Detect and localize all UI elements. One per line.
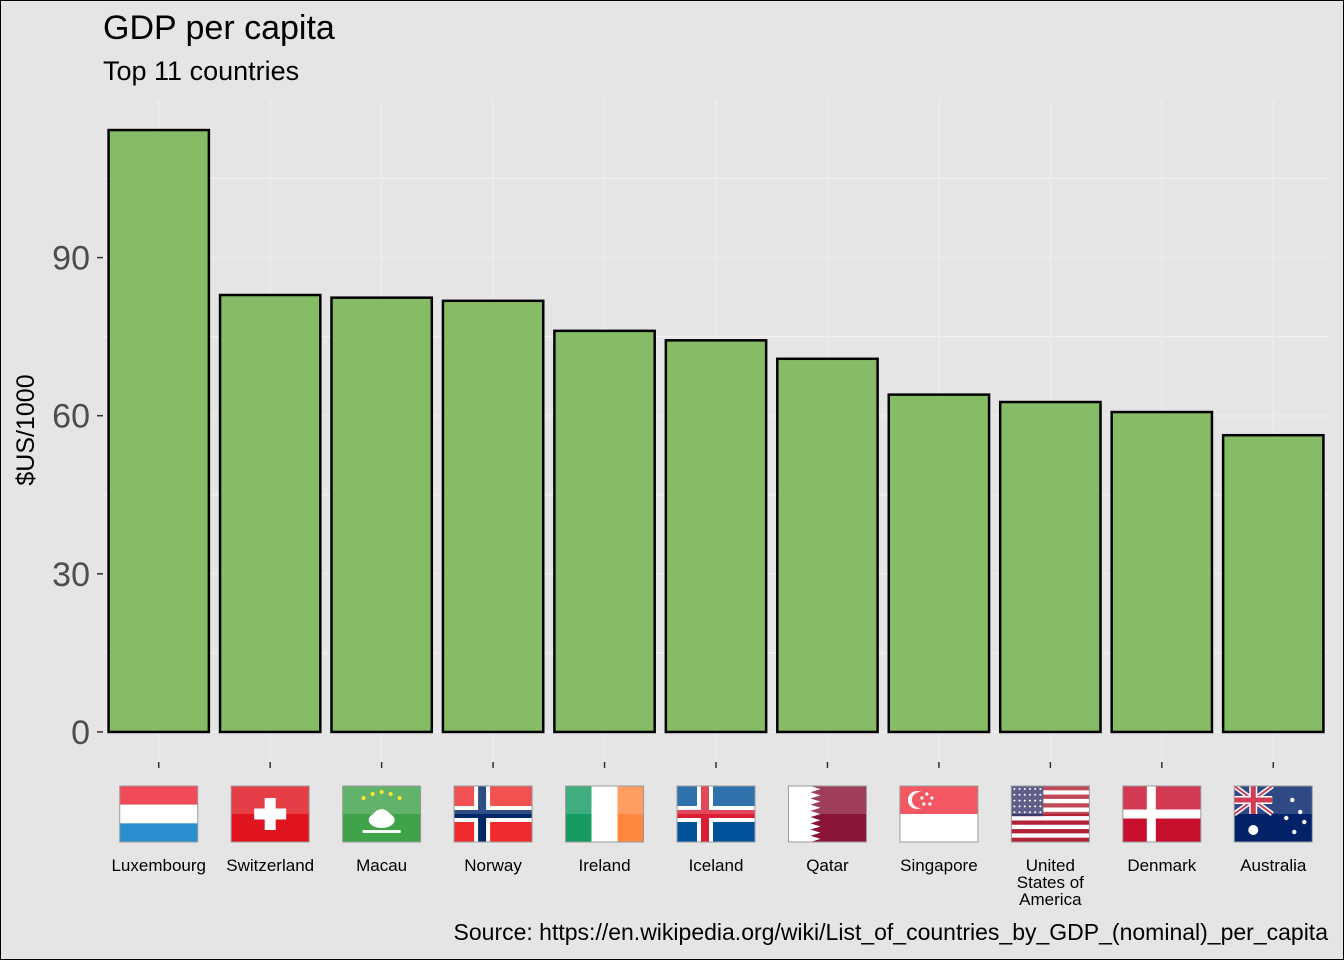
macau-flag	[342, 785, 422, 843]
bar-macau	[330, 296, 434, 734]
bar-ireland	[553, 329, 656, 734]
x-tick-label: United States of America	[1017, 856, 1084, 909]
bars	[107, 128, 1325, 734]
x-tick-label: Norway	[464, 856, 522, 875]
y-tick-label: 60	[52, 398, 90, 436]
x-tick-label: Ireland	[579, 856, 631, 875]
y-axis: 0 30 60 90	[52, 240, 103, 752]
x-tick-label: Iceland	[689, 856, 744, 875]
y-tick-label: 0	[71, 714, 90, 752]
bar-united-states-of-america	[998, 400, 1102, 734]
x-tick-label: Denmark	[1127, 856, 1196, 875]
denmark-flag	[1122, 785, 1202, 843]
chart-subtitle: Top 11 countries	[103, 56, 299, 86]
bar-luxembourg	[107, 128, 211, 734]
singapore-flag	[899, 785, 979, 843]
iceland-flag	[676, 785, 756, 843]
x-tick-label: Macau	[356, 856, 407, 875]
y-tick-label: 30	[52, 556, 90, 594]
bar-switzerland	[218, 293, 322, 734]
x-axis: Luxembourg Switzerland Macau Norway Ireland I…	[111, 762, 1307, 909]
x-tick-label: Switzerland	[226, 856, 314, 875]
x-tick-label: Luxembourg	[111, 856, 206, 875]
y-tick-label: 90	[52, 240, 90, 278]
switzerland-flag	[230, 785, 310, 843]
flags	[119, 783, 1313, 843]
australia-flag	[1232, 783, 1313, 843]
x-tick-label: Australia	[1240, 856, 1307, 875]
y-axis-label: $US/1000	[12, 374, 40, 485]
bar-iceland	[664, 339, 768, 734]
bar-qatar	[776, 357, 879, 734]
ireland-flag	[565, 785, 645, 843]
luxembourg-flag	[119, 785, 199, 843]
x-tick-label: Singapore	[900, 856, 978, 875]
bar-singapore	[887, 393, 991, 734]
chart-caption: Source: https://en.wikipedia.org/wiki/Li…	[454, 919, 1329, 945]
bar-australia	[1221, 433, 1325, 734]
x-tick-label: Qatar	[806, 856, 849, 875]
usa-flag	[1010, 785, 1090, 843]
bar-norway	[441, 299, 545, 734]
bar-denmark	[1110, 410, 1214, 734]
norway-flag	[453, 785, 533, 843]
chart-title: GDP per capita	[103, 9, 335, 47]
qatar-flag	[787, 785, 867, 843]
